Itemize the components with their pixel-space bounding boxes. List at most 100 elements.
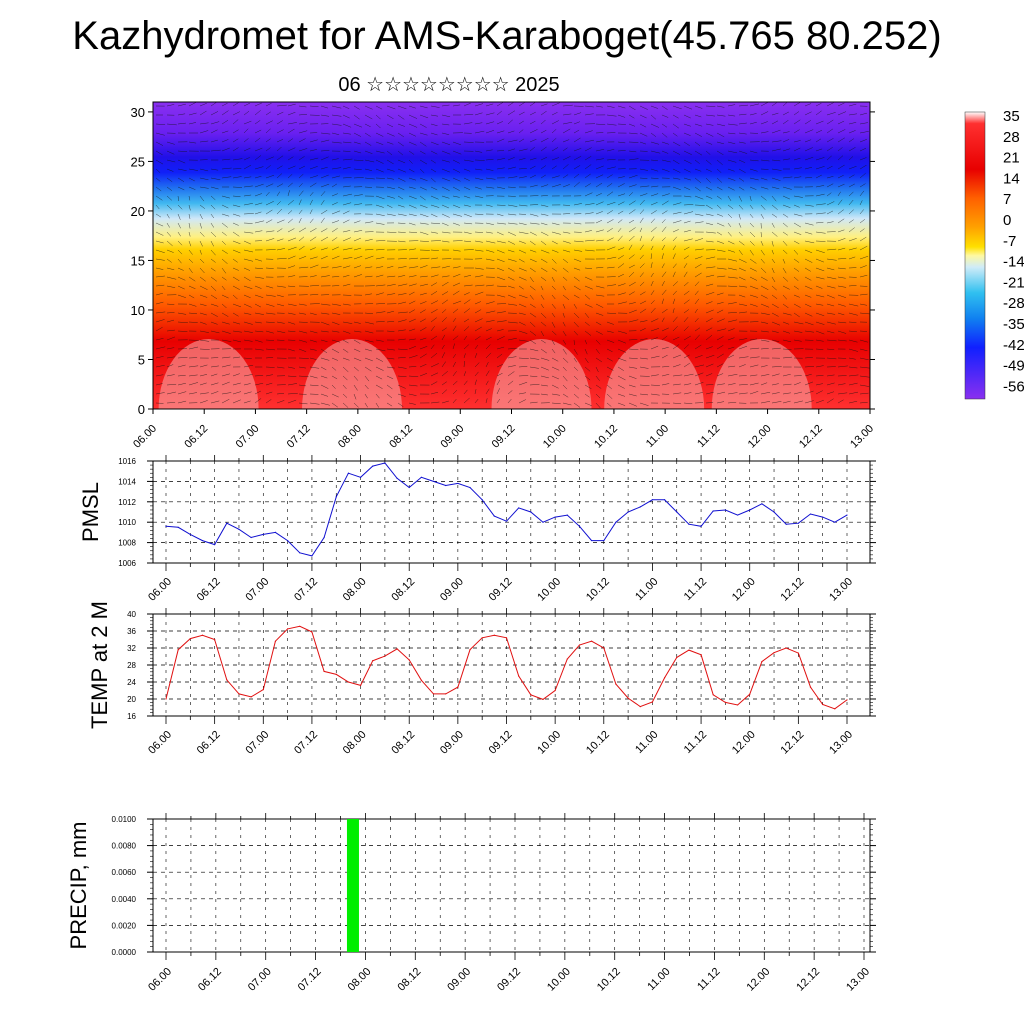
data-point — [761, 503, 763, 505]
x-tick-label: 08.12 — [389, 729, 417, 757]
data-point — [201, 539, 204, 542]
y-tick-label: 36 — [127, 627, 136, 636]
data-point — [663, 677, 666, 679]
x-tick-label: 10.00 — [545, 966, 573, 994]
data-point — [335, 673, 337, 675]
data-point — [724, 509, 726, 511]
x-tick-label: 11.00 — [644, 423, 671, 450]
data-point — [420, 679, 422, 681]
data-point — [323, 536, 325, 539]
data-point — [274, 531, 277, 534]
data-point — [177, 649, 179, 651]
colorbar-label: 14 — [1003, 170, 1020, 187]
colorbar-scale — [964, 111, 986, 400]
x-tick-label: 07.12 — [292, 576, 320, 604]
data-point — [445, 693, 447, 695]
data-point — [432, 480, 435, 482]
x-tick-label: 12.12 — [794, 966, 822, 994]
data-point — [299, 552, 301, 554]
y-tick-label: 0.0100 — [112, 815, 137, 824]
colorbar-label: 21 — [1003, 150, 1020, 167]
y-tick-label: 10 — [131, 303, 145, 318]
x-tick-label: 07.00 — [243, 729, 271, 757]
data-point — [250, 696, 252, 698]
data-point — [165, 698, 167, 700]
x-tick-label: 10.00 — [535, 576, 563, 604]
x-tick-label: 09.00 — [438, 423, 466, 451]
y-tick-label: 40 — [127, 610, 136, 619]
data-point — [396, 648, 398, 650]
x-tick-label: 08.12 — [387, 423, 415, 451]
x-tick-label: 12.00 — [744, 966, 772, 994]
x-tick-label: 12.12 — [779, 729, 807, 757]
y-tick-label: 25 — [131, 154, 145, 169]
panel-frame — [152, 460, 871, 564]
data-point — [530, 694, 532, 696]
x-tick-label: 07.00 — [246, 966, 274, 994]
x-tick-label: 10.00 — [535, 729, 563, 757]
data-point — [615, 521, 617, 523]
x-tick-label: 13.00 — [848, 423, 876, 451]
y-tick-label: 32 — [127, 644, 136, 653]
y-axis-title: PMSL — [78, 482, 103, 542]
x-tick-label: 10.12 — [584, 729, 612, 757]
data-point — [542, 698, 544, 701]
x-tick-label: 12.00 — [730, 729, 758, 757]
panel-frame — [152, 818, 871, 953]
y-axis-title: TEMP at 2 M — [87, 601, 112, 729]
x-tick-label: 09.00 — [445, 966, 473, 994]
data-point — [566, 658, 568, 660]
y-tick-label: 24 — [127, 678, 136, 687]
data-point — [651, 701, 654, 703]
x-tick-label: 06.00 — [146, 729, 174, 757]
data-point — [481, 499, 483, 501]
x-tick-label: 10.00 — [541, 423, 569, 451]
y-tick-label: 0 — [138, 402, 145, 417]
x-tick-label: 06.00 — [131, 423, 159, 451]
data-point — [359, 476, 362, 478]
y-tick-label: 0.0020 — [112, 921, 137, 930]
data-point — [591, 640, 593, 642]
x-tick-label: 11.12 — [695, 423, 722, 450]
y-tick-label: 1014 — [118, 477, 136, 486]
data-point — [809, 686, 812, 688]
pmsl-panel: 1006 1008 1010 1012 1014 1016 06.00 06.12 07.00 0… — [78, 455, 876, 604]
x-tick-label: 08.00 — [341, 576, 369, 604]
x-tick-label: 06.00 — [146, 576, 174, 604]
data-point — [761, 661, 763, 663]
x-tick-label: 09.12 — [495, 966, 523, 994]
data-point — [554, 516, 556, 518]
data-point — [505, 520, 508, 522]
data-point — [493, 515, 495, 517]
x-tick-label: 08.00 — [336, 423, 364, 451]
data-point — [785, 647, 787, 649]
x-tick-label: 08.00 — [346, 966, 374, 994]
data-point — [566, 514, 568, 516]
profile-panel: 0 5 10 15 20 25 30 06.00 06.12 07.00 07.12 08.00 08… — [131, 101, 876, 451]
x-tick-label: 07.00 — [234, 423, 262, 451]
data-point — [578, 644, 581, 646]
data-point — [359, 684, 362, 687]
data-point — [347, 472, 350, 474]
data-point — [712, 694, 714, 696]
data-point — [676, 511, 678, 513]
data-point — [627, 511, 629, 513]
y-tick-label: 20 — [131, 204, 145, 219]
x-tick-label: 10.12 — [592, 423, 620, 451]
data-point — [822, 703, 824, 706]
data-point — [226, 679, 228, 681]
data-point — [797, 522, 799, 524]
data-point — [615, 683, 617, 685]
data-point — [189, 533, 191, 536]
data-point — [700, 654, 702, 656]
temp-panel: 16 20 24 28 32 36 40 06.00 06.12 07.00 07.12 08.00 0… — [87, 601, 876, 757]
x-tick-label: 07.12 — [292, 729, 320, 757]
x-tick-label: 12.12 — [779, 576, 807, 604]
y-tick-label: 16 — [127, 712, 136, 721]
x-tick-label: 10.12 — [584, 576, 612, 604]
data-point — [651, 499, 654, 501]
x-tick-label: 09.00 — [438, 729, 466, 757]
data-point — [700, 525, 702, 527]
y-tick-label: 1006 — [118, 559, 136, 568]
